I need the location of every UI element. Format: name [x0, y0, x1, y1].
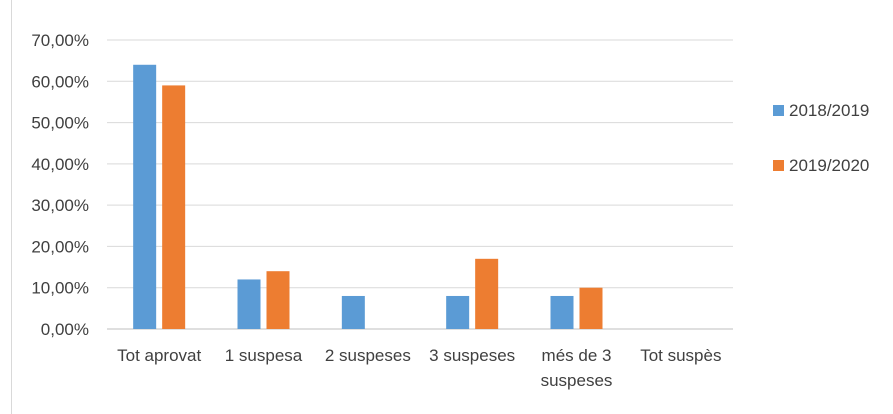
- gridlines: [107, 39, 733, 330]
- bar-2018-2019-3: [446, 295, 470, 329]
- bar-2019-2020-1: [266, 271, 290, 329]
- x-tick-label: Tot aprovat: [117, 346, 201, 365]
- legend-label: 2019/2020: [789, 156, 869, 175]
- bar-2019-2020-4: [579, 287, 603, 329]
- y-tick-label: 50,00%: [31, 114, 89, 133]
- bar-2018-2019-4: [550, 295, 574, 329]
- y-tick-label: 60,00%: [31, 72, 89, 91]
- x-tick-label: 3 suspeses: [429, 346, 515, 365]
- bars: [133, 64, 603, 330]
- x-tick-label: 1 suspesa: [225, 346, 303, 365]
- y-tick-label: 20,00%: [31, 237, 89, 256]
- bar-2018-2019-1: [237, 279, 261, 329]
- y-axis-ticks: 0,00% 10,00% 20,00% 30,00% 40,00% 50,00% 60,00…: [31, 31, 89, 339]
- x-tick-label: Tot suspès: [640, 346, 721, 365]
- legend-label: 2018/2019: [789, 101, 869, 120]
- x-axis-ticks: Tot aprovat 1 suspesa 2 suspeses 3 suspeses…: [117, 346, 721, 390]
- legend: 2018/2019 2019/2020: [773, 101, 869, 175]
- y-tick-label: 30,00%: [31, 196, 89, 215]
- y-tick-label: 40,00%: [31, 155, 89, 174]
- x-tick-label: suspeses: [541, 371, 613, 390]
- bar-2019-2020-0: [162, 85, 186, 330]
- legend-swatch: [773, 160, 784, 171]
- x-tick-label: més de 3: [542, 346, 612, 365]
- bar-2018-2019-0: [133, 64, 157, 330]
- chart-border: [11, 0, 12, 414]
- y-tick-label: 0,00%: [41, 320, 89, 339]
- y-tick-label: 70,00%: [31, 31, 89, 50]
- x-tick-label: 2 suspeses: [325, 346, 411, 365]
- bar-2019-2020-3: [475, 258, 499, 329]
- bar-2018-2019-2: [341, 295, 365, 329]
- y-tick-label: 10,00%: [31, 279, 89, 298]
- legend-swatch: [773, 105, 784, 116]
